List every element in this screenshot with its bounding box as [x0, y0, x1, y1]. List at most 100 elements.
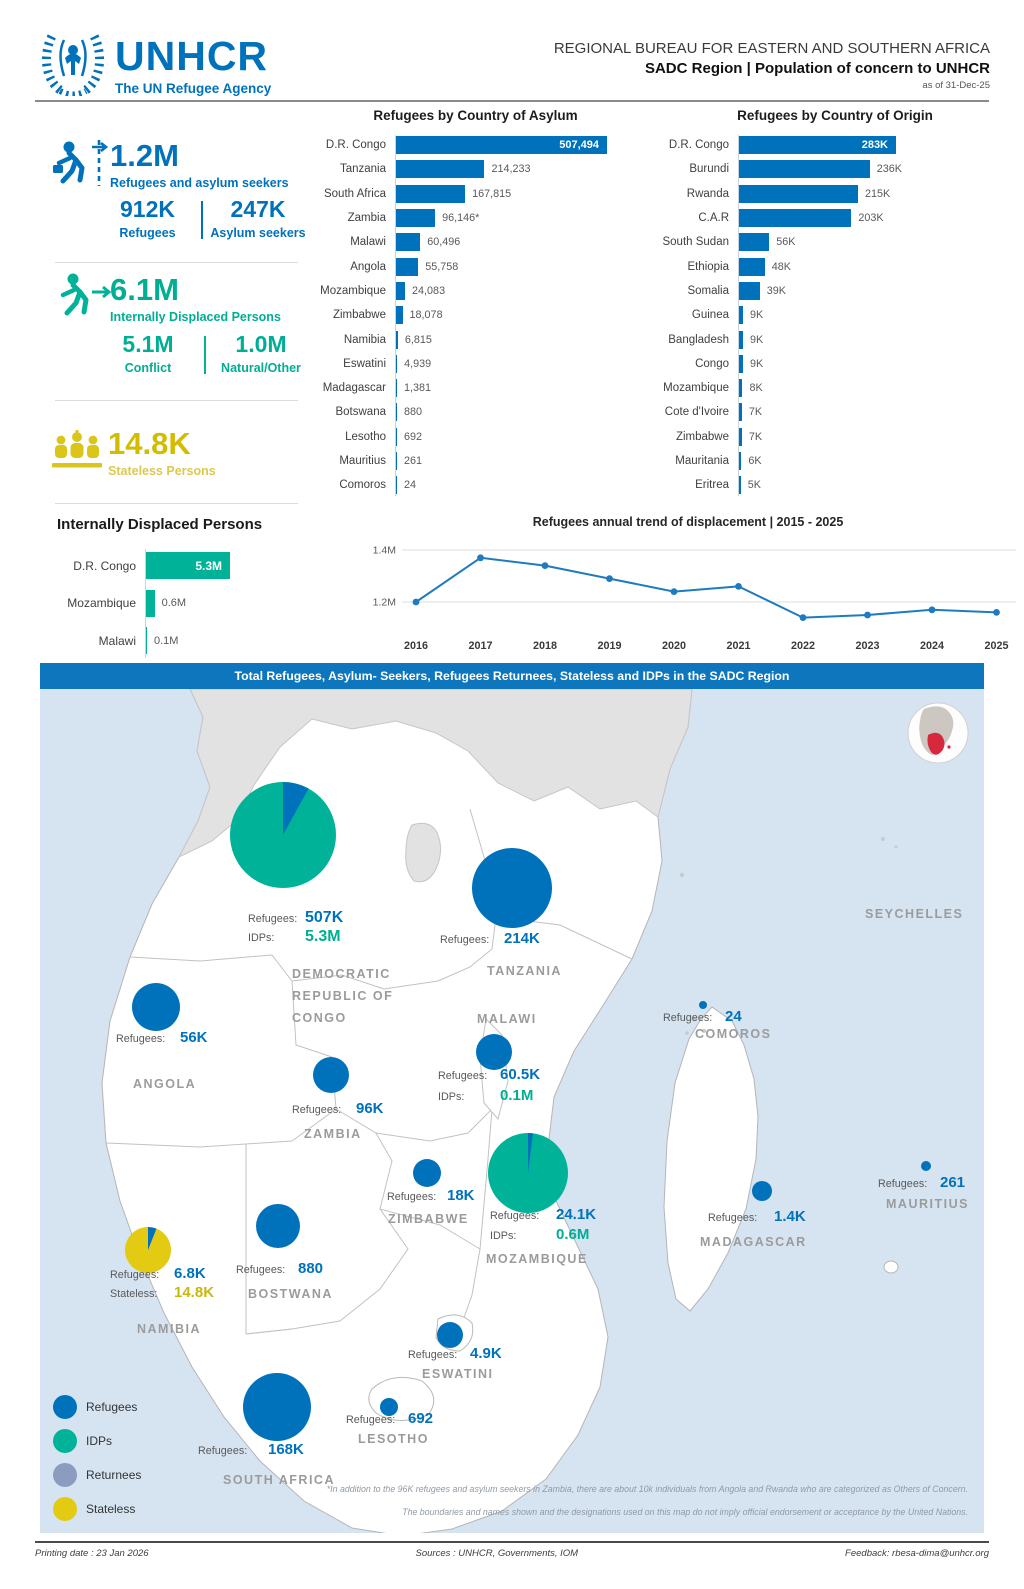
- brand-name: UNHCR: [115, 33, 269, 79]
- marker-stat-value: 60.5K: [500, 1066, 540, 1083]
- bar: [145, 627, 147, 655]
- marker-stat-label: Refugees:: [116, 1033, 165, 1045]
- bar-category-label: Mauritania: [675, 455, 729, 467]
- axis-line: [395, 135, 396, 496]
- bar-category-label: D.R. Congo: [668, 139, 729, 152]
- svg-text:2024: 2024: [920, 640, 944, 652]
- bar-category-label: Rwanda: [686, 187, 729, 200]
- returnees-legend-swatch: [53, 1463, 77, 1487]
- marker-stat-label: Refugees:: [440, 934, 489, 946]
- bar-row: Mozambique 8K: [650, 376, 1020, 400]
- bar-value-label: 6,815: [404, 333, 432, 346]
- axis-line: [738, 135, 739, 496]
- bar-value-label: 24,083: [412, 284, 446, 297]
- marker-stat-label: IDPs:: [248, 932, 274, 944]
- bar-value-label: 215K: [865, 187, 891, 200]
- natural-count: 1.0M: [235, 331, 287, 357]
- marker-stat-value: 24.1K: [556, 1206, 596, 1223]
- bar-category-label: Mozambique: [67, 596, 136, 611]
- separator: [55, 262, 298, 263]
- bar-category-label: Mozambique: [663, 382, 729, 395]
- bar-category-label: Angola: [350, 260, 386, 273]
- asylum-bar-chart: Refugees by Country of Asylum D.R. Congo…: [303, 108, 648, 497]
- natural-label: Natural/Other: [221, 361, 301, 375]
- marker-stat-label: Refugees:: [408, 1349, 457, 1361]
- marker-stat-label: Refugees:: [110, 1269, 159, 1281]
- marker-stat-value: 24: [725, 1008, 742, 1025]
- bar-category-label: Eritrea: [695, 479, 729, 492]
- reunion-island: [883, 1260, 899, 1274]
- bar-category-label: Congo: [695, 357, 729, 370]
- refugee-trend-line-chart: Refugees annual trend of displacement | …: [373, 515, 1016, 652]
- madagascar-island: [663, 1006, 759, 1312]
- bar: [395, 354, 398, 373]
- separator: [55, 503, 298, 504]
- bar: [395, 306, 403, 325]
- map-marker-zimbabwe: Refugees: 18K ZIMBABWE: [387, 1159, 475, 1226]
- axis-line: [145, 549, 146, 658]
- marker-stat-label: Refugees:: [438, 1070, 487, 1082]
- bar-category-label: Ethiopia: [687, 260, 729, 273]
- country-label: MOZAMBIQUE: [486, 1252, 588, 1266]
- bar: [738, 184, 859, 203]
- marker-stat-label: Refugees:: [878, 1178, 927, 1190]
- refugee-runner-icon: [53, 140, 109, 186]
- bar-row: Zimbabwe 18,078: [303, 303, 648, 327]
- bar-value-label: 56K: [776, 236, 796, 249]
- map-marker-tanzania: Refugees: 214K TANZANIA: [440, 848, 560, 978]
- bar-row: Rwanda 215K: [650, 182, 1020, 206]
- marker-stat-value: 1.4K: [774, 1208, 806, 1225]
- marker-stat-label: Refugees:: [236, 1264, 285, 1276]
- bar: [395, 403, 397, 422]
- bar-value-label: 283K: [861, 139, 888, 152]
- bar: [395, 281, 406, 300]
- bar-row: Malawi 60,496: [303, 230, 648, 254]
- stateless-persons-icon: [52, 430, 102, 468]
- origin-chart-title: Refugees by Country of Origin: [737, 108, 933, 123]
- bar-category-label: Botswana: [335, 406, 386, 419]
- bar-row: Mauritania 6K: [650, 449, 1020, 473]
- map-legend: Refugees IDPs Returnees Stateless: [53, 1395, 141, 1521]
- bar-category-label: South Africa: [323, 187, 386, 200]
- bar-value-label: 55,758: [425, 260, 459, 273]
- country-label: DEMOCRATIC: [292, 967, 391, 981]
- map-marker-south_africa: Refugees: 168K SOUTH AFRICA: [198, 1373, 333, 1487]
- bar-category-label: Eswatini: [343, 357, 386, 370]
- map-footnote-2: The boundaries and names shown and the d…: [402, 1507, 968, 1517]
- bar-row: Namibia 6,815: [303, 327, 648, 351]
- bar-value-label: 1,381: [404, 382, 432, 395]
- bar-category-label: D.R. Congo: [73, 558, 136, 573]
- bar-value-label: 880: [404, 406, 423, 419]
- marker-stat-label: IDPs:: [490, 1230, 516, 1242]
- map-banner: Total Refugees, Asylum- Seekers, Refugee…: [40, 663, 984, 689]
- svg-text:2019: 2019: [597, 640, 621, 652]
- bar: [395, 233, 421, 252]
- marker-stat-value: 261: [940, 1174, 965, 1191]
- marker-stat-value: 5.3M: [305, 928, 341, 945]
- marker-stat-value: 0.6M: [556, 1226, 589, 1243]
- bar-value-label: 5K: [747, 479, 761, 492]
- country-label: ESWATINI: [422, 1367, 494, 1381]
- bar: [738, 281, 760, 300]
- legend-label: Returnees: [86, 1468, 141, 1482]
- map-marker-madagascar: Refugees: 1.4K MADAGASCAR: [700, 1181, 806, 1249]
- svg-text:Refugees annual trend of displ: Refugees annual trend of displacement | …: [533, 515, 844, 529]
- bar-row: Congo 9K: [650, 352, 1020, 376]
- bar-value-label: 7K: [748, 430, 763, 443]
- marker-stat-value: 692: [408, 1410, 433, 1427]
- asylum-chart-title: Refugees by Country of Asylum: [373, 108, 578, 123]
- bar-row: Eswatini 4,939: [303, 352, 648, 376]
- marker-stat-value: 6.8K: [174, 1265, 206, 1282]
- bar: [738, 257, 765, 276]
- bar-row: Malawi 0.1M: [45, 622, 345, 660]
- bar-category-label: Cote d'Ivoire: [664, 406, 729, 419]
- bar-category-label: Namibia: [343, 333, 386, 346]
- idp-total: 6.1M: [110, 272, 179, 307]
- country-label: REPUBLIC OF: [292, 989, 393, 1003]
- bar: [738, 306, 744, 325]
- bar-value-label: 9K: [750, 357, 764, 370]
- bar: [395, 379, 397, 398]
- marker-stat-label: Refugees:: [490, 1210, 539, 1222]
- svg-text:2025: 2025: [984, 640, 1008, 652]
- marker-stat-value: 168K: [268, 1441, 304, 1458]
